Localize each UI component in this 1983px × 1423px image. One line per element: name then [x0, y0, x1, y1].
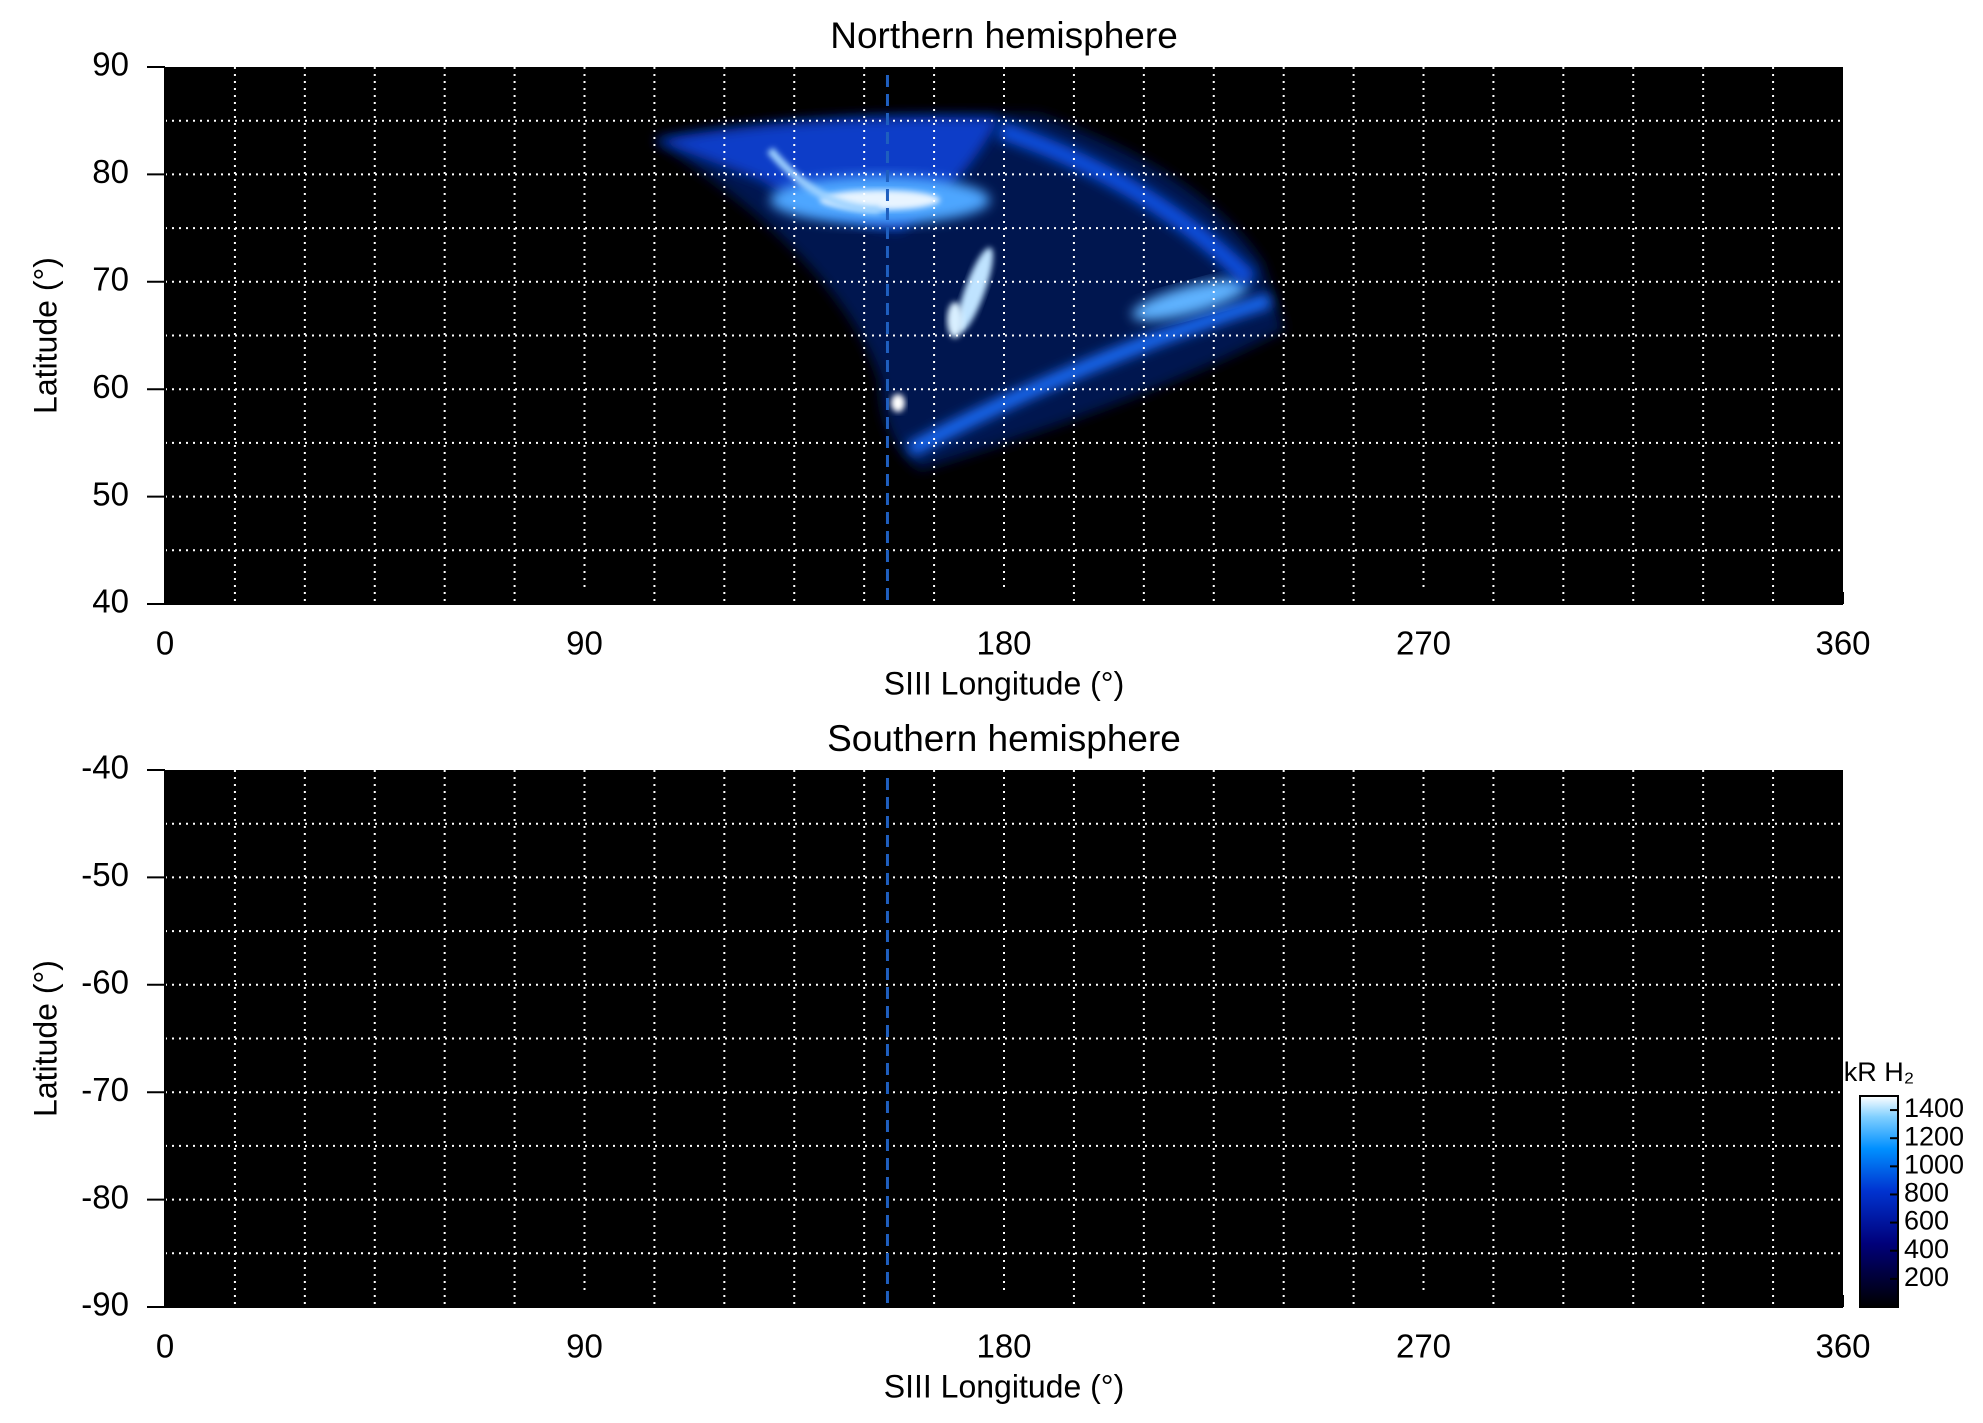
- panel-title: Southern hemisphere: [827, 718, 1181, 759]
- y-tick-label: -40: [81, 749, 129, 786]
- x-axis-label: SIII Longitude (°): [884, 1368, 1124, 1404]
- y-tick-label: -50: [81, 856, 129, 893]
- colorbar-tick-label: 1000: [1904, 1149, 1964, 1179]
- colorbar-tick-label: 1200: [1904, 1121, 1964, 1151]
- y-axis-label: Latitude (°): [27, 960, 63, 1117]
- x-tick-label: 360: [1815, 1328, 1870, 1365]
- x-tick-label: 270: [1396, 625, 1451, 662]
- x-tick-label: 180: [976, 625, 1031, 662]
- colorbar: [1859, 1095, 1899, 1308]
- colorbar-tick-label: 600: [1904, 1206, 1949, 1236]
- panel-background: [165, 770, 1843, 1307]
- y-tick-label: 60: [92, 368, 129, 405]
- y-tick-label: -60: [81, 964, 129, 1001]
- colorbar-label: kR H₂: [1844, 1057, 1914, 1087]
- y-tick-label: 40: [92, 583, 129, 620]
- colorbar-tick-label: 200: [1904, 1262, 1949, 1292]
- aurora-image: [654, 114, 1284, 471]
- y-tick-label: -90: [81, 1286, 129, 1323]
- y-tick-label: 50: [92, 475, 129, 512]
- x-tick-label: 90: [566, 625, 603, 662]
- x-tick-label: 360: [1815, 625, 1870, 662]
- y-tick-label: -70: [81, 1071, 129, 1108]
- x-tick-label: 270: [1396, 1328, 1451, 1365]
- y-tick-label: 90: [92, 46, 129, 83]
- x-axis-label: SIII Longitude (°): [884, 665, 1124, 701]
- panel-title: Northern hemisphere: [830, 15, 1178, 56]
- x-tick-label: 0: [156, 625, 174, 662]
- x-tick-label: 180: [976, 1328, 1031, 1365]
- x-tick-label: 0: [156, 1328, 174, 1365]
- x-tick-label: 90: [566, 1328, 603, 1365]
- y-axis-label: Latitude (°): [27, 257, 63, 414]
- colorbar-tick-label: 800: [1904, 1178, 1949, 1208]
- colorbar-tick-label: 1400: [1904, 1093, 1964, 1123]
- y-tick-label: 80: [92, 153, 129, 190]
- y-tick-label: 70: [92, 261, 129, 298]
- colorbar-tick-label: 400: [1904, 1234, 1949, 1264]
- y-tick-label: -80: [81, 1178, 129, 1215]
